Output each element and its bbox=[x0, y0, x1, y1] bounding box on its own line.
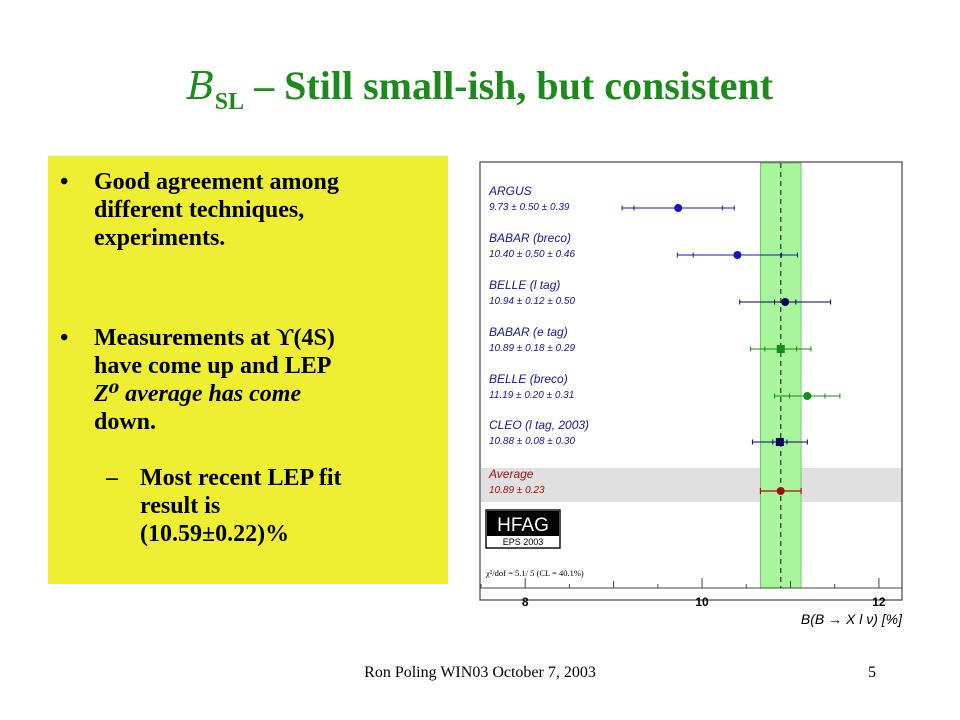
subbullet-line: result is bbox=[140, 493, 221, 519]
hfag-logo: HFAG EPS 2003 bbox=[485, 509, 561, 549]
measurement-name: BABAR (e tag) bbox=[489, 325, 568, 339]
x-tick-label: 8 bbox=[522, 595, 529, 609]
bullet-line: different techniques, bbox=[94, 197, 305, 223]
measurement-name: BELLE (l tag) bbox=[489, 278, 560, 292]
subbullet-line: Most recent LEP fit bbox=[140, 465, 342, 491]
data-point bbox=[781, 298, 790, 306]
data-point bbox=[775, 438, 784, 446]
measurement-name: ARGUS bbox=[488, 184, 532, 198]
bullet-line: Measurements at ϒ(4S) bbox=[94, 325, 335, 351]
measurement-value: 9.73 ± 0.50 ± 0.39 bbox=[489, 202, 570, 213]
average-row-background bbox=[481, 468, 901, 502]
bullet-mark: • bbox=[60, 169, 69, 195]
bullet-panel: • Good agreement among different techniq… bbox=[48, 156, 448, 584]
logo-dark-panel bbox=[487, 511, 559, 536]
measurement-name: BABAR (breco) bbox=[489, 231, 571, 245]
measurement-name: CLEO (l tag, 2003) bbox=[489, 418, 589, 432]
title-symbol: B bbox=[186, 64, 215, 108]
title-subscript: SL bbox=[214, 89, 245, 115]
bullet-line: Good agreement among bbox=[94, 169, 339, 195]
measurement-labels: ARGUS 9.73 ± 0.50 ± 0.39 BABAR (breco) 10.4… bbox=[488, 184, 589, 496]
data-point bbox=[776, 487, 785, 495]
bullet-line: experiments. bbox=[94, 225, 226, 251]
x-axis-ticks: 8 10 12 bbox=[480, 578, 886, 609]
bullet-mark: • bbox=[60, 325, 69, 351]
measurement-value: 10.40 ± 0.50 ± 0.46 bbox=[489, 249, 575, 260]
subbullet-line: (10.59±0.22)% bbox=[140, 521, 290, 547]
slide-title: BSL – Still small-ish, but consistent bbox=[0, 62, 960, 115]
data-point bbox=[733, 251, 742, 259]
bullet-line: Z⁰ average has come bbox=[94, 381, 302, 407]
footer-text: Ron Poling WIN03 October 7, 2003 bbox=[364, 664, 596, 681]
bullet-line: down. bbox=[94, 409, 157, 435]
measurement-chart: 8 10 12 ARGUS 9.73 ± 0.50 ± 0.39 BABAR (brec… bbox=[479, 161, 903, 627]
subbullet-mark: – bbox=[106, 465, 118, 491]
measurement-value: 10.94 ± 0.12 ± 0.50 bbox=[489, 296, 575, 307]
data-point bbox=[674, 204, 683, 212]
chi2-text: χ²/dof = 5.1/ 5 (CL = 40.1%) bbox=[485, 568, 584, 578]
measurement-name: Average bbox=[488, 467, 534, 481]
measurement-value: 10.89 ± 0.18 ± 0.29 bbox=[489, 343, 575, 354]
title-text: – Still small-ish, but consistent bbox=[244, 63, 774, 108]
data-points bbox=[621, 204, 841, 495]
logo-subtitle: EPS 2003 bbox=[503, 537, 544, 547]
measurement-value: 10.88 ± 0.08 ± 0.30 bbox=[489, 436, 575, 447]
x-axis-label: B(B → X l ν) [%] bbox=[801, 611, 903, 627]
data-point bbox=[803, 392, 812, 400]
measurement-name: BELLE (breco) bbox=[489, 372, 568, 386]
x-tick-label: 10 bbox=[695, 595, 709, 609]
measurement-value: 11.19 ± 0.20 ± 0.31 bbox=[489, 390, 574, 401]
page-number: 5 bbox=[868, 664, 876, 681]
data-point bbox=[776, 345, 785, 353]
x-tick-label: 12 bbox=[872, 595, 886, 609]
logo-name: HFAG bbox=[497, 515, 549, 536]
measurement-value: 10.89 ± 0.23 bbox=[489, 485, 545, 496]
bullet-line: have come up and LEP bbox=[94, 353, 332, 379]
